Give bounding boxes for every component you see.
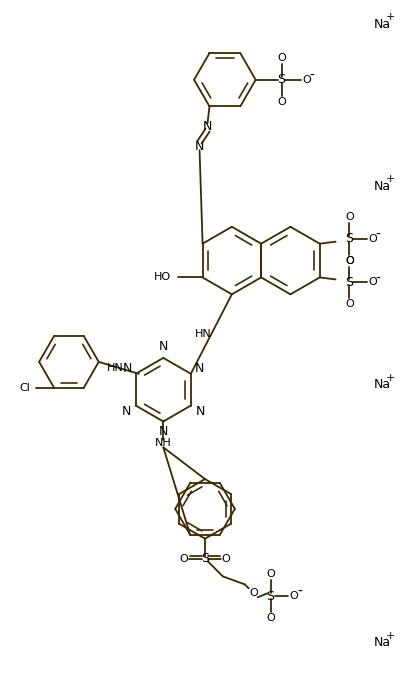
Text: O: O [345,256,354,266]
Text: O: O [266,613,275,623]
Text: N: N [195,140,204,153]
Text: +: + [386,12,395,22]
Text: O: O [249,588,258,598]
Text: -: - [376,271,381,286]
Text: Na: Na [374,18,391,31]
Text: O: O [368,277,377,288]
Text: +: + [386,631,395,641]
Text: O: O [222,553,230,564]
Text: HN: HN [107,363,124,373]
Text: Na: Na [374,636,391,649]
Text: O: O [345,299,354,309]
Text: HN: HN [195,329,212,339]
Text: O: O [277,97,286,107]
Text: N: N [122,405,131,418]
Text: +: + [386,373,395,383]
Text: S: S [266,590,275,603]
Text: O: O [180,553,188,564]
Text: O: O [289,591,298,601]
Text: O: O [277,53,286,63]
Text: O: O [368,234,377,244]
Text: O: O [266,569,275,580]
Text: S: S [278,73,286,86]
Text: S: S [346,232,354,245]
Text: N: N [159,340,168,353]
Text: +: + [386,174,395,184]
Text: Na: Na [374,179,391,192]
Text: N: N [159,425,168,438]
Text: -: - [310,68,315,83]
Text: HO: HO [154,273,171,282]
Text: O: O [345,256,354,266]
Text: Na: Na [374,378,391,391]
Text: Cl: Cl [20,383,30,393]
Text: N: N [122,362,132,375]
Text: N: N [195,362,204,375]
Text: -: - [376,227,381,242]
Text: O: O [302,75,311,85]
Text: O: O [345,212,354,222]
Text: N: N [195,405,205,418]
Text: S: S [201,552,209,565]
Text: NH: NH [155,438,172,448]
Text: N: N [203,120,212,133]
Text: -: - [297,585,302,599]
Text: S: S [346,276,354,289]
